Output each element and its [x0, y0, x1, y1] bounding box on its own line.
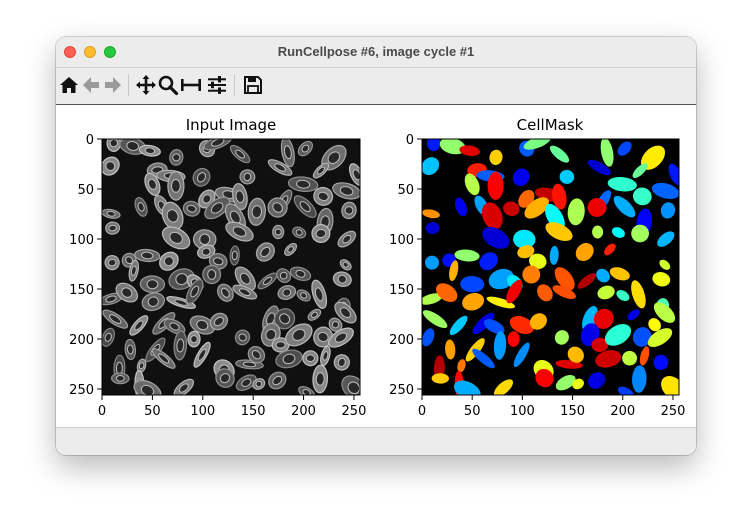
y-tick-label: 200: [389, 333, 414, 348]
cell-nucleus: [116, 375, 124, 381]
cell-nucleus: [199, 234, 210, 245]
cell-nucleus: [108, 225, 116, 231]
y-tick-label: 250: [69, 383, 94, 398]
save-button[interactable]: [242, 74, 264, 96]
forward-icon: [102, 74, 124, 96]
cell-nucleus: [232, 251, 238, 260]
home-button[interactable]: [58, 74, 80, 96]
x-tick-label: 0: [418, 404, 426, 419]
pan-icon: [135, 74, 157, 96]
cell-nucleus: [244, 173, 252, 182]
forward-button[interactable]: [102, 74, 124, 96]
x-tick-label: 250: [661, 404, 686, 419]
y-tick-label: 150: [69, 283, 94, 298]
save-icon: [242, 74, 264, 96]
cell-nucleus: [172, 153, 180, 161]
cell-nucleus: [275, 229, 281, 235]
x-tick-label: 100: [510, 404, 535, 419]
x-tick-label: 50: [464, 404, 481, 419]
cell-nucleus: [306, 354, 315, 362]
navigation-toolbar: [56, 68, 696, 105]
cell-nucleus: [316, 373, 324, 386]
window-title: RunCellpose #6, image cycle #1: [56, 44, 696, 59]
x-tick-label: 200: [610, 404, 635, 419]
cell-nucleus: [127, 345, 133, 354]
zoom-icon: [157, 74, 179, 96]
cell-nucleus: [276, 342, 285, 349]
toolbar-separator: [234, 74, 235, 96]
x-tick-label: 100: [190, 404, 215, 419]
home-icon: [58, 74, 80, 96]
input-image-title: Input Image: [186, 116, 277, 134]
mask-label: [488, 172, 504, 200]
x-tick-label: 50: [144, 404, 161, 419]
y-tick-label: 100: [69, 233, 94, 248]
toolbar-separator: [128, 74, 129, 96]
cell-nucleus: [207, 269, 215, 279]
cell-nucleus: [176, 339, 184, 352]
configure-button[interactable]: [206, 74, 228, 96]
y-tick-label: 150: [389, 283, 414, 298]
status-bar: [56, 427, 696, 455]
x-tick-label: 0: [98, 404, 106, 419]
x-tick-label: 150: [560, 404, 585, 419]
figure-canvas[interactable]: Input Image 0 50 100 150 200 250 0 50 100 150 200 2…: [56, 105, 696, 427]
cell-nucleus: [147, 279, 158, 288]
cell-nucleus: [110, 139, 118, 147]
back-icon: [80, 74, 102, 96]
cell-nucleus: [171, 179, 180, 192]
cellmask-title: CellMask: [517, 116, 584, 134]
y-tick-label: 50: [397, 183, 414, 198]
pan-button[interactable]: [135, 74, 157, 96]
app-window: RunCellpose #6, image cycle #1: [56, 37, 696, 455]
y-tick-label: 100: [389, 233, 414, 248]
x-tick-label: 250: [342, 404, 367, 419]
x-tick-label: 200: [291, 404, 316, 419]
y-tick-label: 50: [77, 183, 94, 198]
cell-nucleus: [191, 335, 198, 342]
back-button[interactable]: [80, 74, 102, 96]
input-image[interactable]: [98, 132, 371, 404]
y-tick-label: 0: [86, 133, 94, 148]
y-tick-label: 0: [406, 133, 414, 148]
title-bar: RunCellpose #6, image cycle #1: [56, 37, 696, 68]
zoom-button[interactable]: [157, 74, 179, 96]
configure-icon: [206, 74, 228, 96]
subplots-button[interactable]: [180, 74, 202, 96]
x-tick-label: 150: [241, 404, 266, 419]
cellmask-image[interactable]: [418, 132, 690, 404]
cell-nucleus: [116, 362, 122, 374]
figure-svg: Input Image 0 50 100 150 200 250 0 50 100 150 200 2…: [56, 105, 696, 427]
y-tick-label: 200: [69, 333, 94, 348]
y-tick-label: 250: [389, 383, 414, 398]
subplots-icon: [180, 74, 202, 96]
